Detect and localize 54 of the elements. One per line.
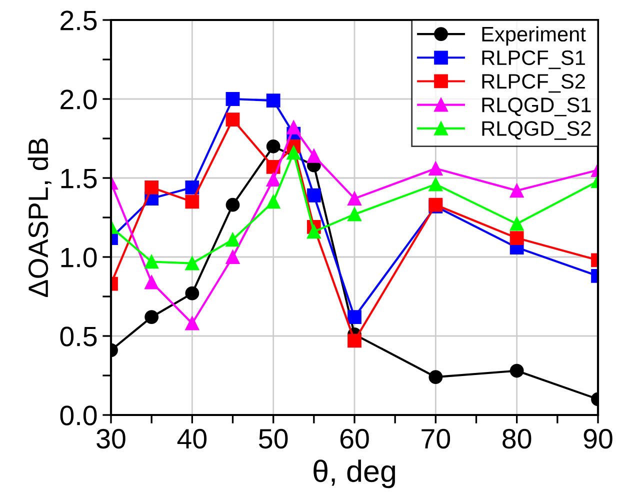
y-tick-label: 1.5 xyxy=(61,168,97,188)
legend-label: Experiment xyxy=(482,26,586,46)
y-tick-label: 2.0 xyxy=(60,90,97,110)
legend-label: RLQGD_S2 xyxy=(482,121,591,140)
point xyxy=(185,286,200,300)
point xyxy=(144,254,159,269)
point xyxy=(348,207,362,222)
point xyxy=(185,180,200,194)
point xyxy=(226,92,240,106)
point xyxy=(286,120,301,134)
x-tick-label: 70 xyxy=(422,428,450,449)
point xyxy=(266,172,280,187)
legend-label: RLPCF_S2 xyxy=(482,74,585,93)
point xyxy=(266,139,280,154)
point xyxy=(510,216,524,231)
point xyxy=(428,177,443,192)
point xyxy=(226,232,240,247)
point xyxy=(266,94,280,108)
point xyxy=(428,370,443,384)
point xyxy=(348,192,362,206)
point xyxy=(226,112,240,126)
point xyxy=(144,275,159,290)
point xyxy=(510,184,524,198)
point xyxy=(286,146,301,160)
point xyxy=(306,148,321,163)
y-tick-label: 0.5 xyxy=(60,326,97,346)
x-tick-label: 50 xyxy=(258,428,288,449)
legend-label: RLQGD_S1 xyxy=(482,98,591,116)
point xyxy=(306,224,321,239)
point xyxy=(266,194,280,209)
x-tick-label: 80 xyxy=(502,428,532,449)
point xyxy=(185,194,200,209)
x-tick-label: 90 xyxy=(584,428,612,449)
point xyxy=(510,231,524,245)
point xyxy=(226,198,240,212)
point xyxy=(144,310,159,324)
x-axis-title: θ, deg xyxy=(314,460,396,488)
point xyxy=(306,188,321,202)
x-tick-label: 40 xyxy=(177,428,207,449)
x-tick-label: 60 xyxy=(340,428,369,449)
point xyxy=(185,256,200,270)
point xyxy=(428,162,443,176)
y-tick-label: 2.5 xyxy=(60,10,97,30)
y-tick-label: 1.0 xyxy=(61,248,97,268)
x-tick-label: 30 xyxy=(96,428,126,449)
y-axis-title: ΔOASPL, dB xyxy=(28,138,52,297)
point xyxy=(185,316,200,330)
point xyxy=(226,250,240,264)
point xyxy=(348,310,362,324)
y-tick-label: 0.0 xyxy=(60,406,97,426)
point xyxy=(348,334,362,348)
point xyxy=(510,364,524,378)
point xyxy=(144,180,159,194)
legend-label: RLPCF_S1 xyxy=(482,50,585,70)
